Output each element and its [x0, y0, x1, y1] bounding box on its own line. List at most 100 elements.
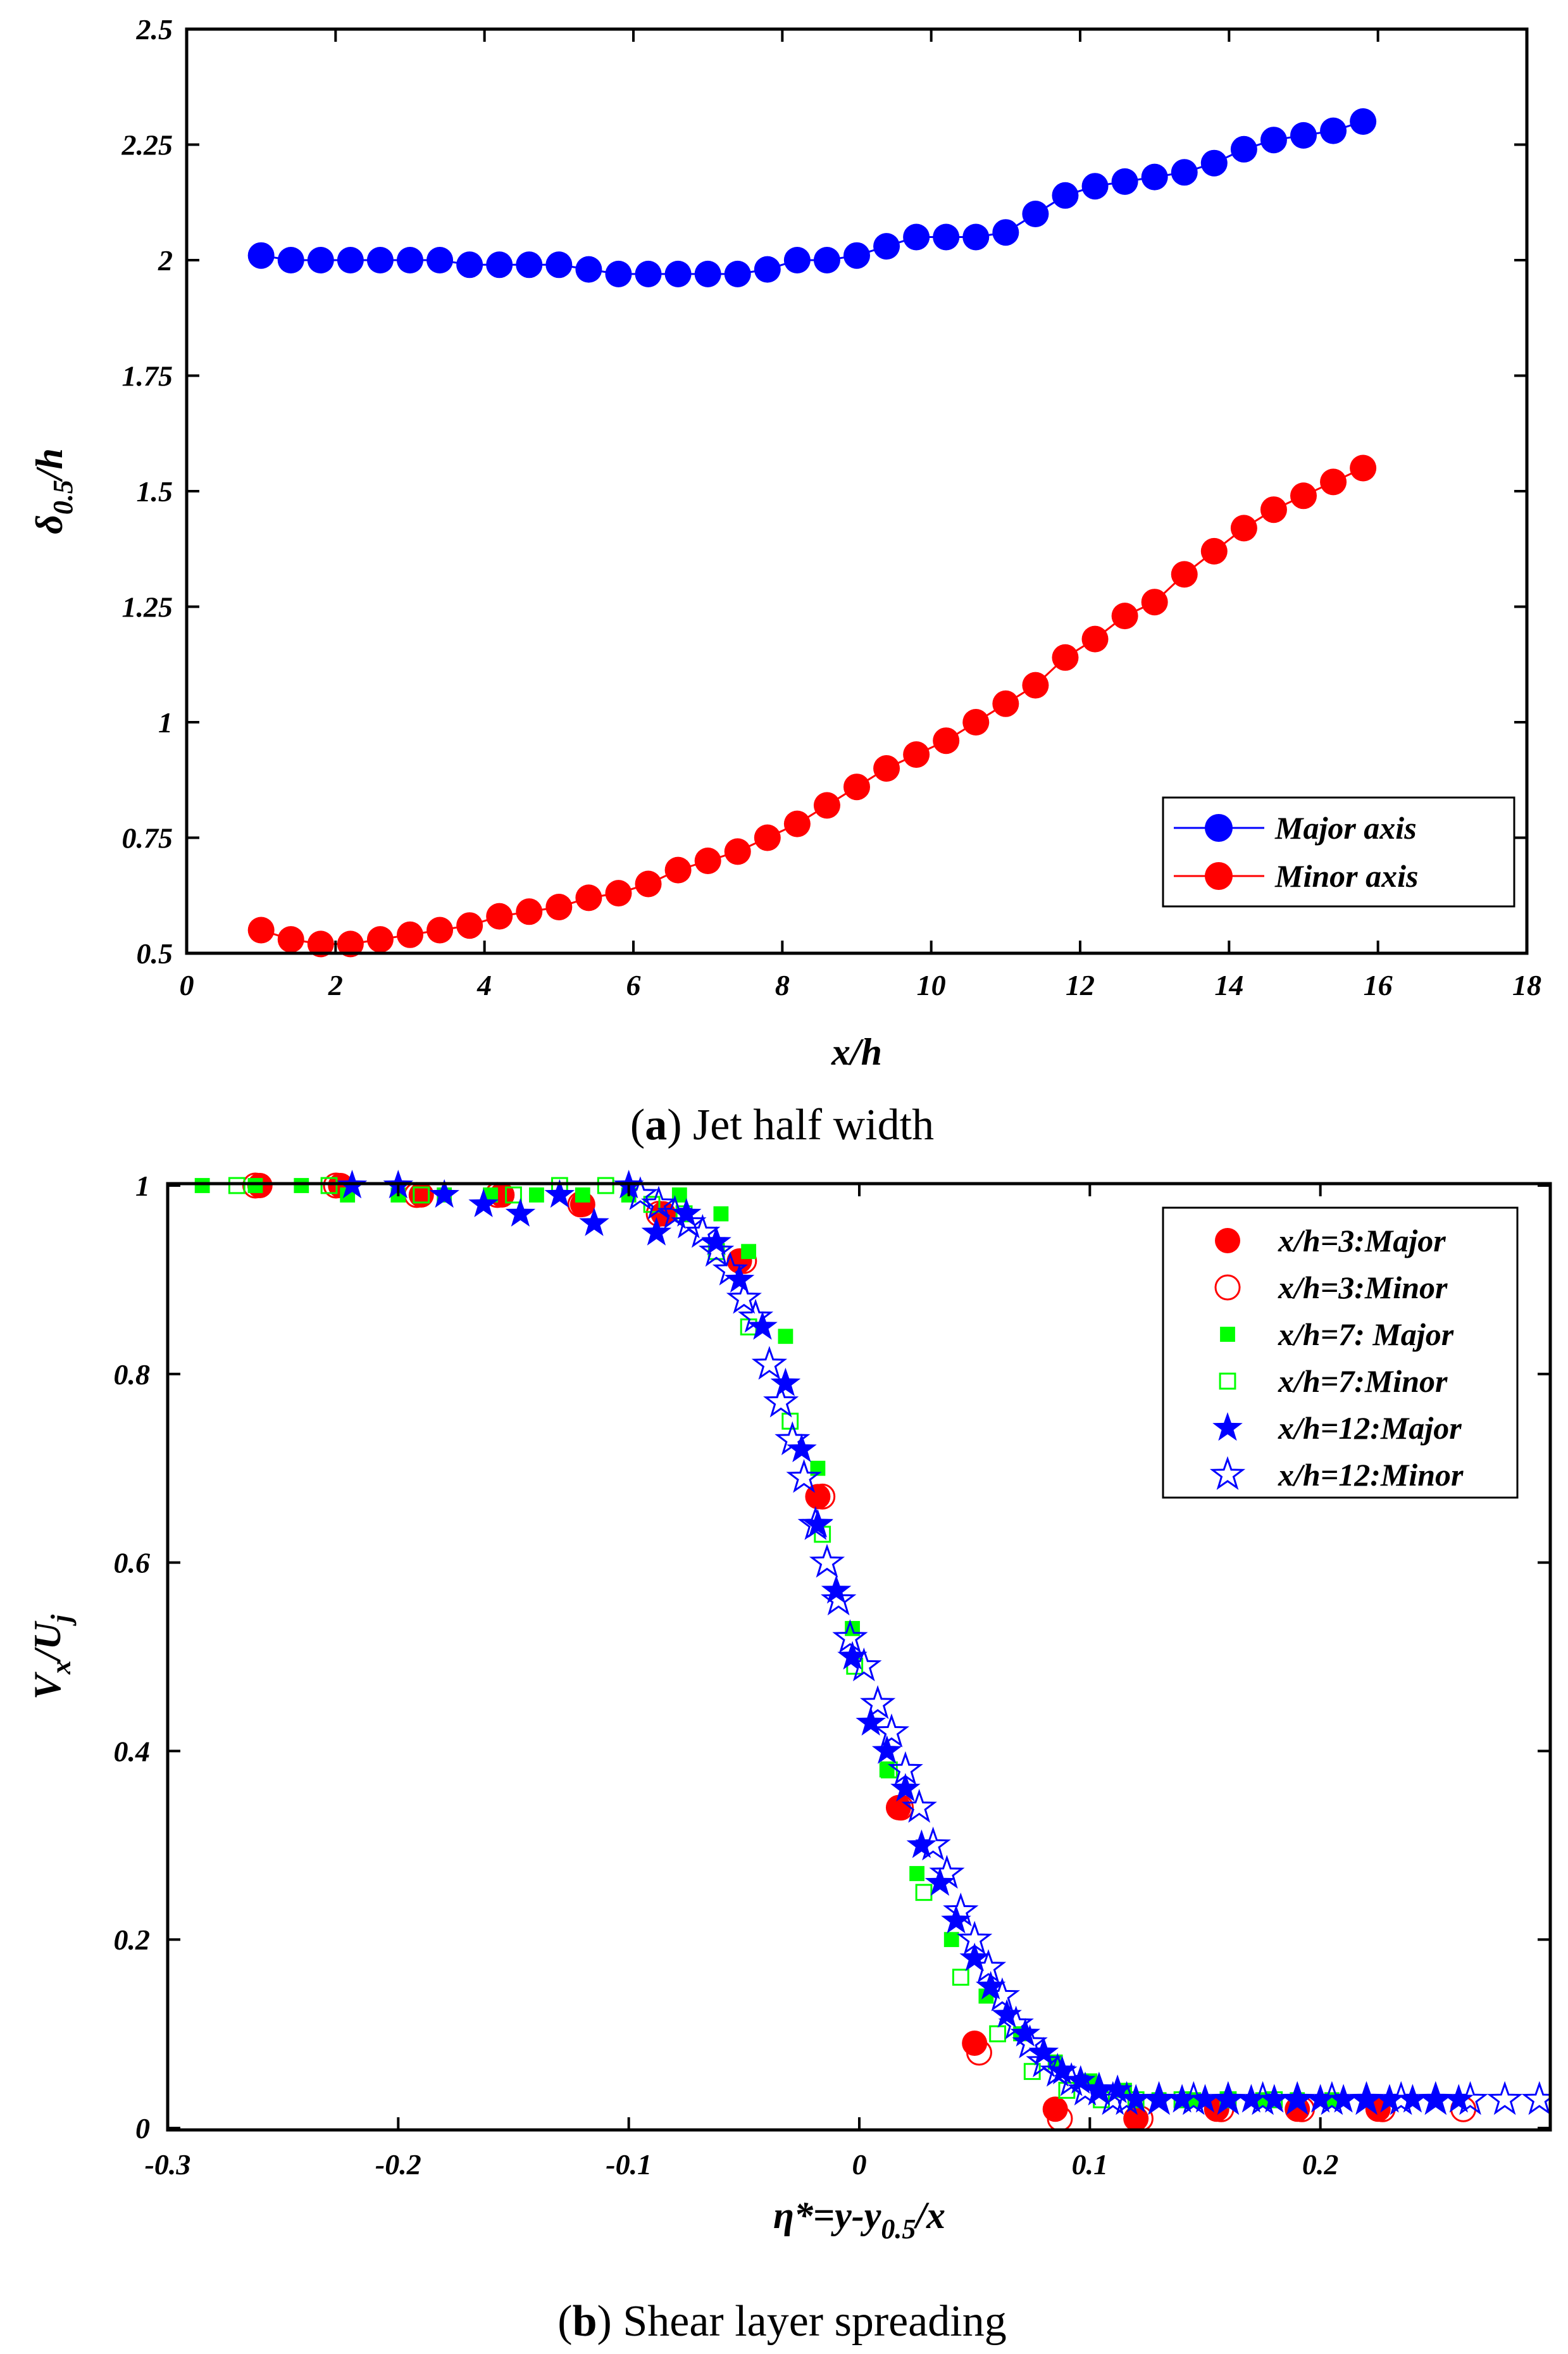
- x-h-7-major-point: [741, 1244, 757, 1260]
- major-axis-point: [1320, 117, 1347, 144]
- x-h-12-minor-point: [915, 1826, 951, 1861]
- x-h-7-major-point: [713, 1206, 729, 1222]
- x-tick-label: 18: [1512, 969, 1541, 1001]
- y-tick-label: 0.4: [114, 1735, 151, 1767]
- y-tick-label: 0: [135, 2112, 150, 2144]
- minor-axis-point: [516, 898, 543, 925]
- x-h-12-minor-point: [957, 1920, 993, 1955]
- major-axis-point: [426, 247, 454, 273]
- x-h-12-minor-point: [1176, 2081, 1212, 2115]
- x-h-12-minor-point: [929, 1855, 965, 1889]
- minor-axis-point: [843, 773, 870, 801]
- minor-axis-point: [1290, 482, 1317, 510]
- minor-axis-point: [1022, 672, 1049, 699]
- x-tick-label: 10: [917, 969, 946, 1001]
- x-h-12-minor-point: [887, 1751, 923, 1786]
- major-axis-point: [337, 247, 364, 273]
- x-h-12-minor-point: [846, 1647, 882, 1682]
- major-axis-point: [903, 223, 930, 251]
- x-h-7-minor-point: [413, 1186, 430, 1204]
- major-axis-point: [813, 247, 840, 273]
- x-h-12-major-point: [579, 1207, 609, 1236]
- x-tick-label: 12: [1066, 969, 1095, 1001]
- x-h-12-minor-point: [873, 1713, 910, 1748]
- x-h-12-major-point: [837, 1641, 868, 1670]
- y-tick-label: 1: [158, 706, 173, 739]
- x-h-12-minor-point: [1141, 2081, 1177, 2115]
- x-h-12-minor-point: [786, 1459, 822, 1493]
- legend-x-h-3-minor-marker: [1214, 1274, 1241, 1301]
- x-h-3-major-point: [408, 1182, 434, 1208]
- panel-a-caption: (a) Jet half width: [630, 1101, 934, 1149]
- major-axis-point: [635, 260, 662, 287]
- major-axis-point: [366, 247, 394, 273]
- x-h-12-major-point: [1351, 2084, 1382, 2113]
- x-h-12-minor-point: [1521, 2081, 1550, 2115]
- x-h-12-major-point: [1143, 2084, 1174, 2113]
- major-axis-point: [397, 247, 423, 273]
- x-tick-label: -0.1: [606, 2148, 652, 2181]
- panel-b-marks: [194, 1170, 1550, 2130]
- minor-axis-point: [635, 870, 662, 898]
- x-h-12-minor-point: [1417, 2081, 1453, 2115]
- minor-axis-point: [694, 848, 721, 874]
- x-h-12-minor-point: [970, 1949, 1007, 1983]
- minor-axis-point: [545, 894, 573, 920]
- x-h-12-major-point: [871, 1735, 902, 1764]
- major-axis-point: [1290, 122, 1317, 149]
- major-axis-point: [1052, 182, 1079, 209]
- minor-axis-point: [426, 917, 454, 944]
- panel-b-ticks: -0.3 -0.2 -0.1 0 0.1 0.2 0 0.2 0.4 0.6 0.8 1: [114, 1170, 1550, 2181]
- panel-b-points: [194, 1170, 1550, 2130]
- x-tick-label: -0.2: [375, 2148, 421, 2181]
- x-h-12-minor-point: [1012, 2024, 1048, 2058]
- x-h-7-minor-point: [597, 1177, 614, 1194]
- x-h-3-major-point: [1042, 2096, 1068, 2122]
- x-h-12-major-point: [1028, 2036, 1059, 2066]
- x-h-12-minor-point: [1095, 2081, 1131, 2115]
- legend-x-h-12-minor-marker: [1209, 1456, 1246, 1490]
- x-h-12-minor-point: [832, 1619, 868, 1653]
- y-tick-label: 1.25: [122, 591, 173, 623]
- x-h-7-minor-point: [320, 1177, 338, 1194]
- legend-minor-axis-label: Minor axis: [1274, 858, 1418, 894]
- minor-axis-point: [1230, 515, 1257, 542]
- x-h-3-minor-point: [966, 2039, 992, 2066]
- major-axis-point: [1260, 127, 1287, 154]
- minor-axis-point: [1320, 468, 1347, 496]
- y-tick-label: 0.8: [114, 1358, 151, 1391]
- legend-x-h-3-major-marker: [1215, 1228, 1240, 1253]
- minor-axis-point: [933, 727, 960, 754]
- x-h-12-major-point: [959, 1943, 990, 1972]
- major-axis-point: [694, 260, 721, 287]
- major-axis-point: [1171, 159, 1198, 186]
- x-h-12-minor-point: [821, 1581, 857, 1616]
- x-h-12-minor-point: [751, 1346, 788, 1380]
- y-tick-label: 2.5: [136, 13, 173, 46]
- x-h-12-minor-point: [1314, 2081, 1350, 2115]
- minor-axis-point: [605, 880, 632, 907]
- x-h-12-major-point: [992, 1999, 1022, 2028]
- x-h-12-major-point: [1047, 2055, 1078, 2084]
- minor-axis-point: [397, 921, 423, 948]
- minor-axis-point: [1141, 589, 1168, 616]
- panel-a-ylabel: δ0.5/h: [28, 448, 78, 534]
- x-h-7-major-point: [943, 1932, 959, 1948]
- x-h-7-major-point: [778, 1329, 793, 1344]
- minor-axis-point: [813, 792, 840, 819]
- major-axis-point: [962, 223, 990, 251]
- major-axis-point: [783, 247, 811, 273]
- minor-axis-point: [754, 824, 781, 851]
- panel-b-ylabel: Vx/Uj: [27, 1614, 77, 1700]
- minor-axis-point: [1171, 561, 1198, 588]
- legend-x-h-3-major-label: x/h=3:Major: [1278, 1223, 1446, 1258]
- x-tick-label: 6: [626, 969, 641, 1001]
- minor-axis-point: [307, 930, 334, 958]
- legend-major-axis-marker: [1205, 814, 1233, 842]
- x-h-12-major-point: [429, 1179, 459, 1208]
- minor-axis-point: [277, 926, 304, 953]
- x-h-7-minor-point: [228, 1177, 246, 1194]
- x-h-12-major-point: [787, 1433, 817, 1463]
- y-tick-label: 0.5: [137, 937, 173, 970]
